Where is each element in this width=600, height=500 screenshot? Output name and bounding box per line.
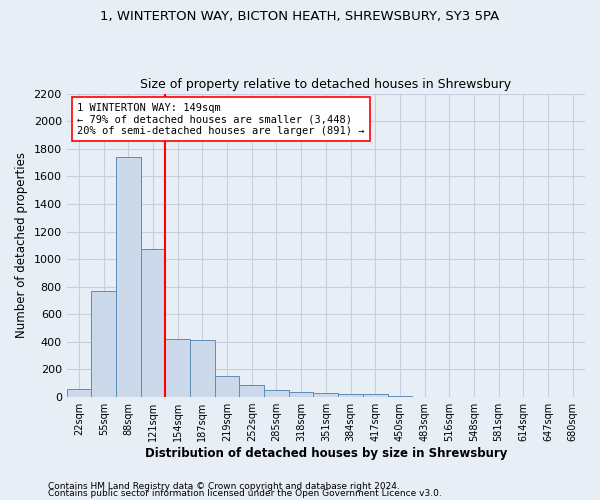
Bar	[264, 390, 289, 397]
Bar	[388, 396, 412, 397]
Bar	[215, 376, 239, 397]
Bar	[289, 392, 313, 397]
Y-axis label: Number of detached properties: Number of detached properties	[15, 152, 28, 338]
Bar	[338, 394, 363, 397]
Text: Contains public sector information licensed under the Open Government Licence v3: Contains public sector information licen…	[48, 489, 442, 498]
Title: Size of property relative to detached houses in Shrewsbury: Size of property relative to detached ho…	[140, 78, 511, 91]
Bar	[239, 386, 264, 397]
Bar	[91, 291, 116, 397]
Bar	[190, 340, 215, 397]
Bar	[141, 249, 166, 397]
Text: Contains HM Land Registry data © Crown copyright and database right 2024.: Contains HM Land Registry data © Crown c…	[48, 482, 400, 491]
Bar	[67, 390, 91, 397]
Text: 1, WINTERTON WAY, BICTON HEATH, SHREWSBURY, SY3 5PA: 1, WINTERTON WAY, BICTON HEATH, SHREWSBU…	[100, 10, 500, 23]
Bar	[363, 394, 388, 397]
X-axis label: Distribution of detached houses by size in Shrewsbury: Distribution of detached houses by size …	[145, 447, 507, 460]
Bar	[116, 157, 141, 397]
Bar	[166, 339, 190, 397]
Bar	[313, 393, 338, 397]
Text: 1 WINTERTON WAY: 149sqm
← 79% of detached houses are smaller (3,448)
20% of semi: 1 WINTERTON WAY: 149sqm ← 79% of detache…	[77, 102, 365, 136]
